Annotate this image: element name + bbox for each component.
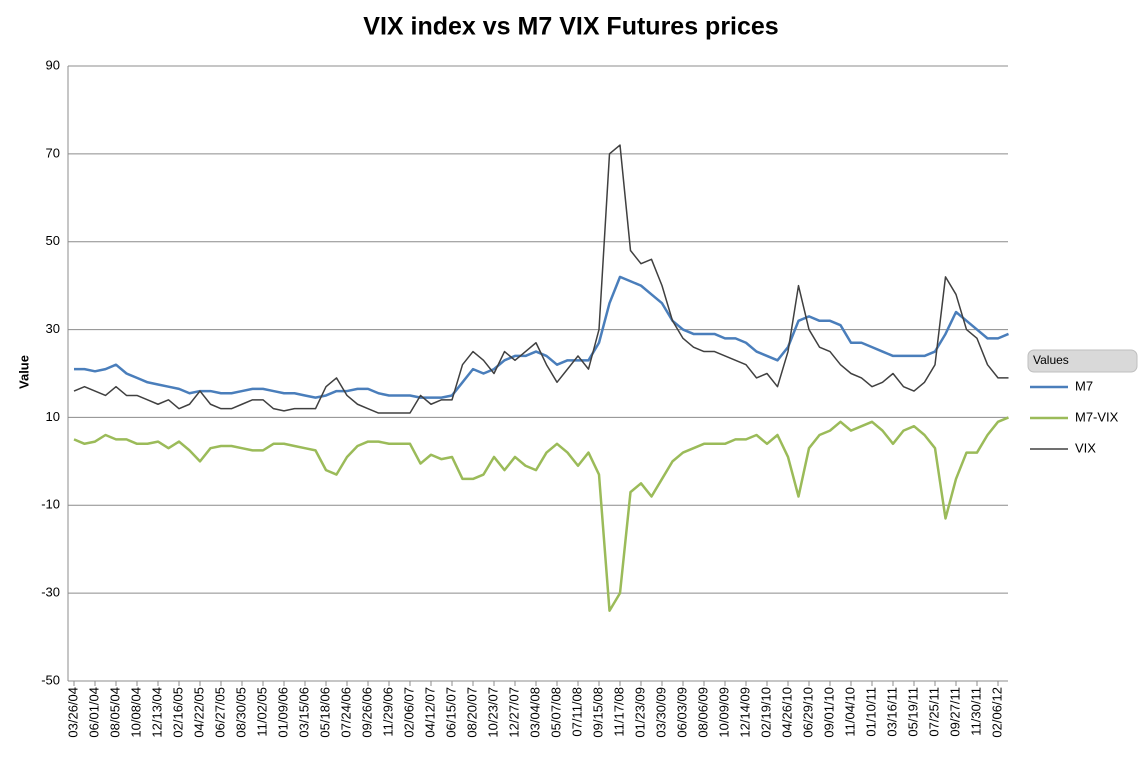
x-tick-label: 08/06/09: [695, 687, 710, 738]
x-tick-label: 03/16/11: [884, 687, 899, 737]
x-tick-label: 11/17/08: [611, 687, 626, 737]
x-tick-label: 01/23/09: [632, 687, 647, 738]
y-tick-label: 50: [46, 233, 60, 248]
series-line: [73, 416, 1009, 612]
x-tick-label: 04/26/10: [779, 687, 794, 738]
x-tick-label: 07/11/08: [569, 687, 584, 737]
legend-label: M7-VIX: [1075, 409, 1119, 424]
y-tick-label: 70: [46, 145, 60, 160]
x-tick-label: 02/06/12: [989, 687, 1004, 738]
x-tick-label: 11/04/10: [842, 687, 857, 737]
x-tick-label: 08/30/05: [233, 687, 248, 738]
x-tick-label: 08/05/04: [107, 687, 122, 738]
x-tick-label: 06/29/10: [800, 687, 815, 738]
x-tick-label: 01/09/06: [275, 687, 290, 738]
x-tick-label: 05/18/06: [317, 687, 332, 738]
legend-label: M7: [1075, 378, 1093, 393]
x-tick-label: 07/25/11: [926, 687, 941, 737]
x-tick-label: 02/16/05: [170, 687, 185, 738]
x-tick-label: 07/24/06: [338, 687, 353, 738]
x-tick-label: 06/15/07: [443, 687, 458, 738]
x-tick-label: 02/06/07: [401, 687, 416, 738]
x-tick-label: 12/14/09: [737, 687, 752, 738]
x-tick-label: 06/27/05: [212, 687, 227, 738]
x-tick-label: 03/04/08: [527, 687, 542, 738]
x-tick-label: 12/13/04: [149, 687, 164, 738]
x-tick-label: 04/12/07: [422, 687, 437, 738]
series-line: [73, 144, 1009, 414]
x-tick-label: 06/03/09: [674, 687, 689, 738]
legend-label: VIX: [1075, 440, 1096, 455]
y-tick-label: -30: [41, 585, 60, 600]
y-tick-label: 90: [46, 57, 60, 72]
x-tick-label: 08/20/07: [464, 687, 479, 738]
x-tick-label: 11/30/11: [968, 687, 983, 736]
x-tick-label: 04/22/05: [191, 687, 206, 738]
x-tick-label: 09/01/10: [821, 687, 836, 738]
x-tick-label: 02/19/10: [758, 687, 773, 738]
x-tick-label: 03/30/09: [653, 687, 668, 738]
y-tick-label: 10: [46, 409, 60, 424]
x-tick-label: 09/15/08: [590, 687, 605, 738]
x-tick-label: 12/27/07: [506, 687, 521, 738]
x-tick-label: 03/26/04: [65, 687, 80, 738]
y-axis-label: Value: [16, 355, 31, 389]
y-tick-label: -50: [41, 672, 60, 687]
x-tick-label: 06/01/04: [86, 687, 101, 738]
series-line: [74, 275, 1009, 399]
x-tick-label: 09/27/11: [947, 687, 962, 737]
x-tick-label: 10/09/09: [716, 687, 731, 738]
legend-title-box: [1027, 349, 1138, 373]
x-tick-label: 03/15/06: [296, 687, 311, 738]
x-tick-label: 05/19/11: [905, 687, 920, 737]
x-tick-label: 11/29/06: [380, 687, 395, 737]
x-tick-label: 10/08/04: [128, 687, 143, 738]
x-tick-label: 05/07/08: [548, 687, 563, 738]
legend: Values: [1027, 349, 1138, 373]
x-tick-label: 11/02/05: [254, 687, 269, 737]
x-tick-label: 10/23/07: [485, 687, 500, 738]
x-tick-label: 09/26/06: [359, 687, 374, 738]
chart-title: VIX index vs M7 VIX Futures prices: [363, 13, 778, 41]
x-tick-label: 01/10/11: [863, 687, 878, 737]
y-tick-label: 30: [46, 321, 60, 336]
legend-title: Values: [1033, 353, 1069, 367]
y-tick-label: -10: [41, 497, 60, 512]
